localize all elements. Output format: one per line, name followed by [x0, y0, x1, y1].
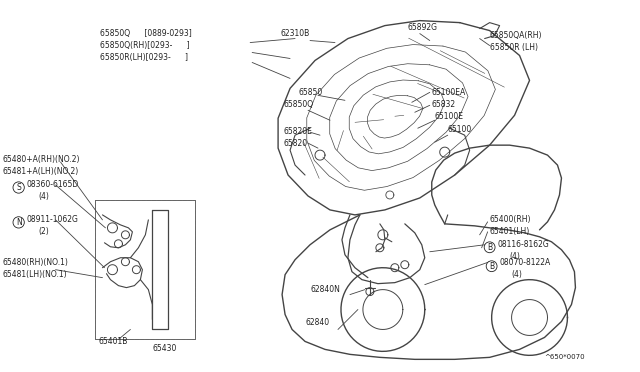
Text: 65892G: 65892G [408, 23, 438, 32]
Text: B: B [487, 243, 492, 252]
Text: 65100E: 65100E [435, 112, 464, 121]
Text: 08911-1062G: 08911-1062G [27, 215, 79, 224]
Text: 65481(LH)(NO.1): 65481(LH)(NO.1) [3, 270, 67, 279]
Text: B: B [489, 262, 494, 271]
Text: 08070-8122A: 08070-8122A [500, 258, 551, 267]
Text: 65850QA(RH): 65850QA(RH) [490, 31, 542, 39]
Text: ^650*0070: ^650*0070 [545, 355, 585, 360]
Text: 65850R(LH)[0293-      ]: 65850R(LH)[0293- ] [100, 52, 188, 61]
Text: 65850R (LH): 65850R (LH) [490, 42, 538, 52]
Text: 08360-6165D: 08360-6165D [27, 180, 79, 189]
Text: 65100EA: 65100EA [432, 89, 466, 97]
Text: S: S [16, 183, 21, 192]
Text: N: N [16, 218, 22, 227]
Text: 65850Q      [0889-0293]: 65850Q [0889-0293] [100, 29, 192, 38]
Text: 65820: 65820 [283, 139, 307, 148]
Text: (2): (2) [38, 227, 49, 236]
Text: 65430: 65430 [152, 344, 177, 353]
Text: 62310B: 62310B [280, 29, 309, 38]
Text: 65832: 65832 [432, 100, 456, 109]
Text: 62840N: 62840N [310, 285, 340, 294]
Text: 08116-8162G: 08116-8162G [498, 240, 549, 249]
Text: 65850Q(RH)[0293-      ]: 65850Q(RH)[0293- ] [100, 41, 190, 49]
Text: 62840: 62840 [305, 318, 329, 327]
Text: 65400(RH): 65400(RH) [490, 215, 531, 224]
Text: 65480+A(RH)(NO.2): 65480+A(RH)(NO.2) [3, 155, 80, 164]
Text: 65850Q: 65850Q [283, 100, 313, 109]
Text: 65850: 65850 [298, 89, 323, 97]
Text: (4): (4) [511, 270, 522, 279]
Text: (4): (4) [38, 192, 49, 201]
Text: 65401(LH): 65401(LH) [490, 227, 530, 236]
Text: 65480(RH)(NO.1): 65480(RH)(NO.1) [3, 258, 68, 267]
Text: 65820E: 65820E [283, 127, 312, 136]
Text: 65100: 65100 [448, 125, 472, 134]
Text: 65481+A(LH)(NO.2): 65481+A(LH)(NO.2) [3, 167, 79, 176]
Text: (4): (4) [509, 252, 520, 261]
Text: 65401B: 65401B [99, 337, 128, 346]
